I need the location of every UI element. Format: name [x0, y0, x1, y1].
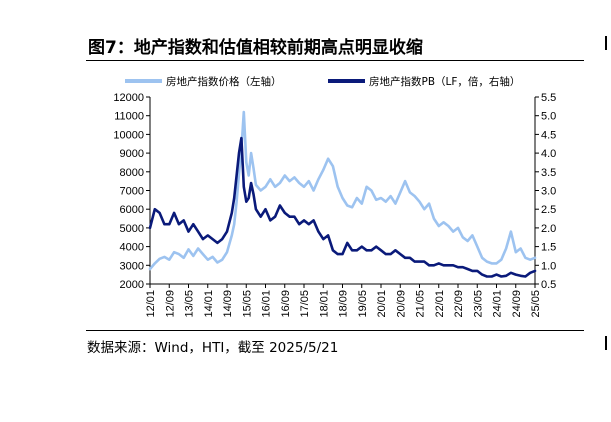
figure-title: 图7：地产指数和估值相较前期高点明显收缩 [88, 38, 423, 58]
y-right-tick-label: 1.5 [541, 242, 556, 254]
axes: 2000 3000 4000 5000 6000 7000 8000 9000 10000 110… [113, 92, 556, 318]
x-tick-label: 12/01 [145, 290, 157, 318]
x-tick-label: 24/01 [492, 290, 504, 318]
x-tick-label: 24/09 [511, 290, 523, 318]
y-left-tick-label: 10000 [113, 129, 144, 141]
y-left-tick-label: 4000 [120, 242, 144, 254]
x-tick-label: 18/01 [318, 290, 330, 318]
x-tick-label: 19/05 [357, 290, 369, 318]
y-left-tick-label: 8000 [120, 167, 144, 179]
x-tick-label: 16/09 [280, 290, 292, 318]
x-tick-label: 13/05 [184, 290, 196, 318]
title-underline [86, 60, 584, 61]
adjacent-figure-edge [605, 36, 611, 50]
x-tick-label: 21/05 [415, 290, 427, 318]
y-left-tick-label: 9000 [120, 148, 144, 160]
price-line [148, 110, 537, 271]
source-note: 数据来源：Wind，HTI，截至 2025/5/21 [87, 340, 339, 356]
x-tick-label: 20/01 [376, 290, 388, 318]
y-right-tick-label: 0.5 [541, 279, 556, 291]
y-right-tick-label: 2.5 [541, 204, 556, 216]
chart: 房地产指数价格（左轴） 房地产指数PB（LF，倍，右轴） 2000 3000 400… [113, 75, 556, 318]
y-right-tick-label: 1.0 [541, 260, 556, 272]
y-left-tick-label: 5000 [120, 223, 144, 235]
x-tick-label: 12/09 [164, 290, 176, 318]
x-tick-label: 22/01 [434, 290, 446, 318]
adjacent-figure-edge-bottom [605, 336, 611, 350]
y-right-tick-label: 3.0 [541, 186, 556, 198]
y-left-tick-label: 11000 [114, 111, 144, 123]
legend-label-pb: 房地产指数PB（LF，倍，右轴） [369, 75, 520, 88]
legend-label-price: 房地产指数价格（左轴） [166, 75, 282, 88]
series-price [148, 110, 537, 271]
x-tick-label: 17/05 [299, 290, 311, 318]
legend: 房地产指数价格（左轴） 房地产指数PB（LF，倍，右轴） [125, 75, 520, 88]
x-tick-label: 18/09 [338, 290, 350, 318]
footer-rule [86, 330, 584, 331]
x-tick-label: 20/09 [395, 290, 407, 318]
y-right-tick-label: 5.5 [541, 92, 556, 104]
x-tick-label: 22/09 [453, 290, 465, 318]
y-right-tick-label: 4.0 [541, 148, 556, 160]
x-tick-label: 14/09 [222, 290, 234, 318]
y-right-tick-label: 3.5 [541, 167, 556, 179]
y-right-tick-label: 2.0 [541, 223, 556, 235]
x-tick-label: 23/05 [472, 290, 484, 318]
y-right-tick-label: 4.5 [541, 129, 556, 141]
x-tick-label: 16/01 [261, 290, 273, 318]
series-pb [148, 136, 537, 278]
x-tick-label: 25/05 [530, 290, 542, 318]
x-tick-label: 14/01 [203, 290, 215, 318]
y-left-tick-label: 12000 [113, 92, 144, 104]
y-left-tick-label: 7000 [120, 186, 144, 198]
y-left-tick-label: 2000 [120, 279, 144, 291]
y-left-tick-label: 3000 [120, 260, 144, 272]
pb-line [148, 136, 537, 278]
x-tick-label: 15/05 [241, 290, 253, 318]
y-right-tick-label: 5.0 [541, 111, 556, 123]
y-left-tick-label: 6000 [120, 204, 144, 216]
